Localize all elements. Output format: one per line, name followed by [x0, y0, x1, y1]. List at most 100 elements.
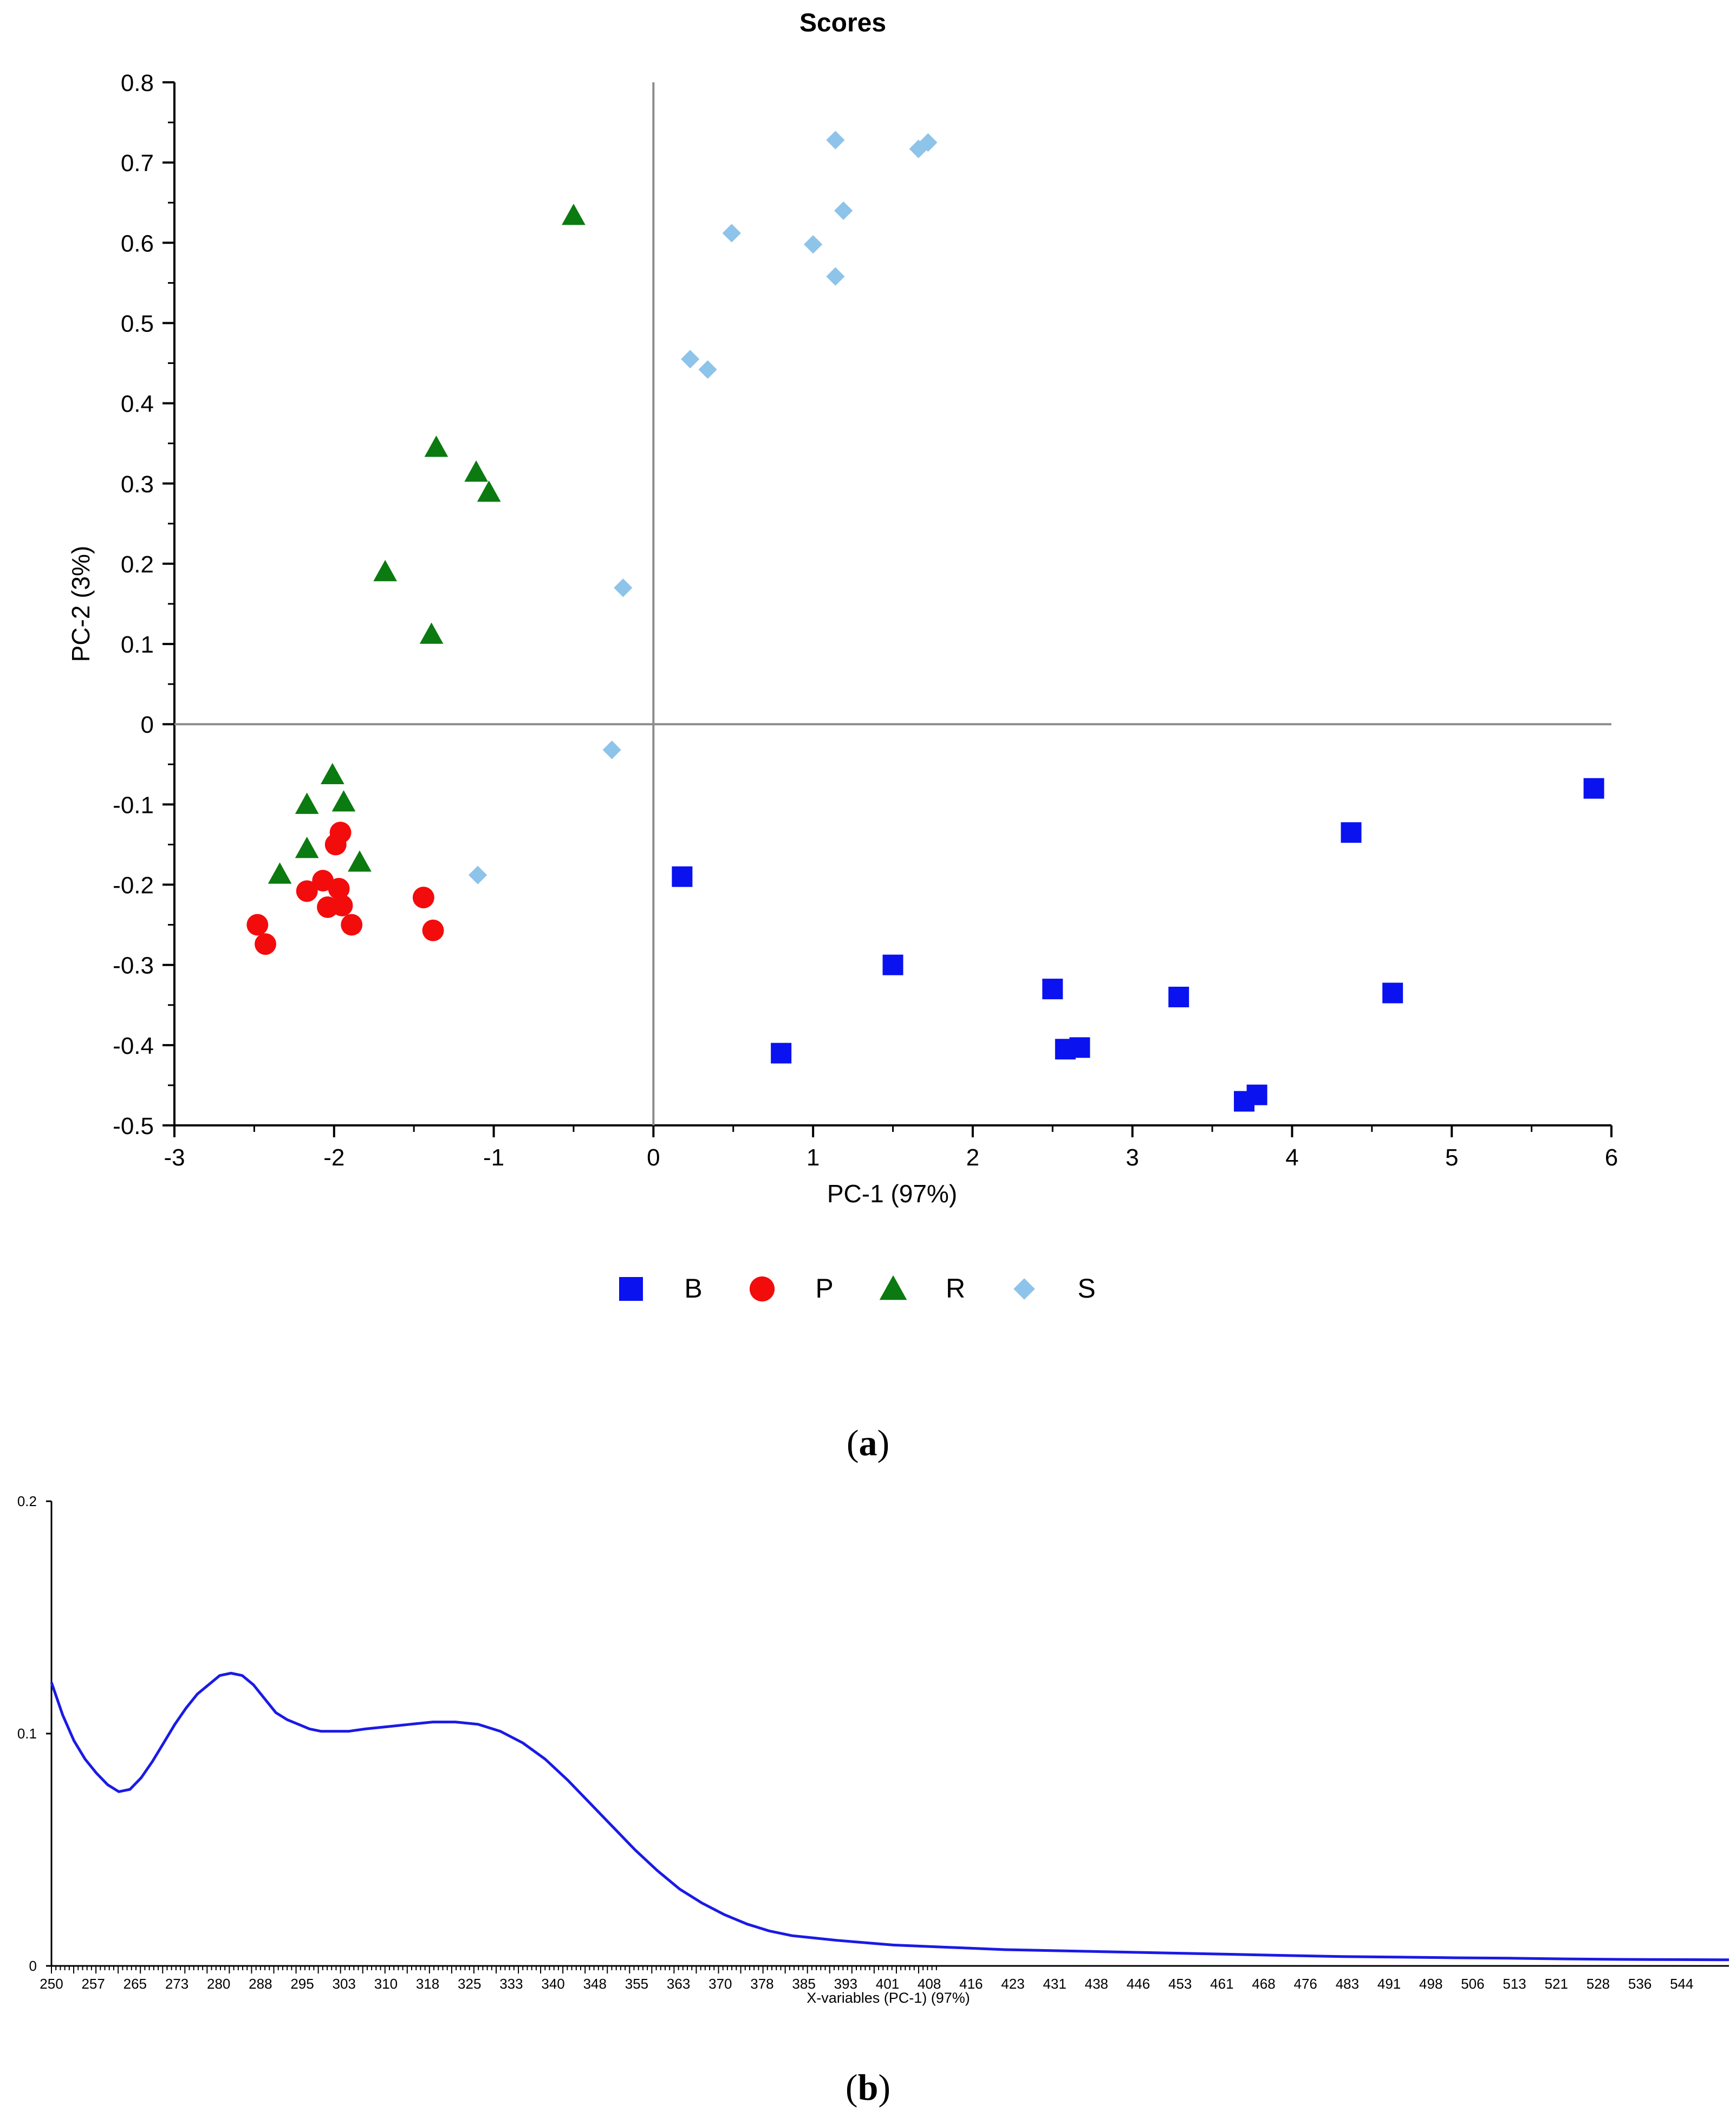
x-tick-label: 431 — [1043, 1976, 1066, 1992]
x-tick-label: 348 — [583, 1976, 607, 1992]
scatter-axes — [162, 81, 1613, 1137]
point-R — [562, 204, 586, 225]
x-tick-label: 3 — [1126, 1144, 1139, 1171]
y-tick-label: -0.3 — [113, 953, 154, 979]
point-B — [672, 866, 693, 887]
x-tick-label: 303 — [333, 1976, 356, 1992]
y-tick-label: -0.1 — [113, 792, 154, 818]
point-S — [681, 350, 700, 369]
point-S — [614, 578, 633, 597]
x-tick-label: 378 — [750, 1976, 773, 1992]
x-tick-label: 363 — [667, 1976, 690, 1992]
x-tick-label: 461 — [1210, 1976, 1233, 1992]
y-tick-label: -0.2 — [113, 872, 154, 899]
scores-scatter-chart: Scores -0.5 -0.4 -0.3 -0.2 -0.1 0 0.1 0.2 0.3 0.4… — [67, 9, 1618, 1304]
line-axes — [46, 1500, 1729, 1973]
x-tick-label: 498 — [1419, 1976, 1442, 1992]
point-S — [919, 133, 938, 152]
x-axis-label: PC-1 (97%) — [827, 1180, 957, 1208]
x-tick-label: -3 — [164, 1144, 185, 1171]
legend-item-S: S — [1013, 1273, 1096, 1304]
x-tick-label: 280 — [207, 1976, 230, 1992]
legend-item-R: R — [879, 1273, 965, 1304]
x-tick-label: 0 — [647, 1144, 660, 1171]
x-tick-label: 340 — [541, 1976, 564, 1992]
chart-title: Scores — [799, 9, 886, 37]
scatter-points — [246, 131, 1604, 1112]
y-tick-label: 0.1 — [121, 631, 154, 658]
x-tick-label: 506 — [1461, 1976, 1484, 1992]
point-S — [826, 267, 845, 286]
point-B — [1583, 778, 1604, 799]
x-tick-label: 310 — [374, 1976, 398, 1992]
y-tick-label: 0.8 — [121, 70, 154, 96]
point-S — [468, 865, 487, 884]
x-tick-label: 1 — [807, 1144, 820, 1171]
point-R — [268, 862, 292, 884]
point-S — [826, 131, 845, 149]
x-tick-label: 446 — [1127, 1976, 1150, 1992]
legend-label-R: R — [946, 1273, 965, 1304]
legend-label-B: B — [684, 1273, 702, 1304]
point-P — [255, 933, 276, 955]
x-tick-label: -2 — [323, 1144, 344, 1171]
point-S — [722, 224, 741, 243]
x-tick-label: 393 — [834, 1976, 857, 1992]
point-P — [422, 920, 444, 941]
point-R — [348, 850, 372, 872]
series-P — [246, 822, 444, 955]
point-R — [424, 435, 448, 457]
legend-marker-S — [1013, 1278, 1035, 1300]
point-R — [331, 790, 356, 812]
point-B — [882, 954, 903, 975]
point-B — [1382, 982, 1403, 1004]
y-tick-label: 0.2 — [121, 551, 154, 578]
x-tick-label: 423 — [1001, 1976, 1024, 1992]
x-tick-label: 288 — [249, 1976, 272, 1992]
point-B — [1246, 1084, 1267, 1105]
panel-label-b: (b) — [845, 2067, 891, 2108]
scatter-tick-labels: -0.5 -0.4 -0.3 -0.2 -0.1 0 0.1 0.2 0.3 0.4 0.5 0.6 0… — [113, 70, 1618, 1171]
point-S — [602, 740, 621, 759]
x-tick-label: 536 — [1628, 1976, 1652, 1992]
x-tick-label: 355 — [625, 1976, 648, 1992]
point-P — [328, 877, 350, 900]
point-R — [295, 837, 319, 858]
series-R — [268, 204, 586, 884]
x-tick-label: 453 — [1168, 1976, 1192, 1992]
x-tick-label: 521 — [1545, 1976, 1568, 1992]
y-axis-label: PC-2 (3%) — [67, 546, 95, 662]
point-B — [1069, 1037, 1090, 1058]
point-P — [246, 914, 269, 936]
point-R — [295, 792, 319, 814]
y-tick-label: 0 — [141, 712, 154, 738]
legend-marker-P — [749, 1276, 775, 1302]
x-tick-label: 385 — [792, 1976, 815, 1992]
point-R — [477, 480, 501, 502]
x-tick-label: -1 — [483, 1144, 504, 1171]
x-tick-label: 318 — [416, 1976, 439, 1992]
point-R — [464, 460, 488, 482]
legend-item-P: P — [749, 1273, 834, 1304]
point-S — [834, 201, 853, 220]
x-tick-label: 401 — [876, 1976, 899, 1992]
loading-line — [50, 1672, 1730, 1962]
x-tick-label: 333 — [499, 1976, 523, 1992]
point-R — [320, 763, 344, 785]
legend-label-P: P — [815, 1273, 833, 1304]
x-tick-label: 476 — [1294, 1976, 1317, 1992]
point-B — [1341, 822, 1362, 843]
y-tick-label: 0.4 — [121, 391, 154, 418]
x-tick-label: 438 — [1085, 1976, 1108, 1992]
x-tick-label: 6 — [1605, 1144, 1618, 1171]
loadings-line-chart: 0 0.1 0.2 250 257 265 273 280 288 295 303 310 318 325… — [17, 1493, 1730, 2006]
point-P — [312, 870, 334, 892]
y-tick-label: -0.4 — [113, 1033, 154, 1059]
legend-label-S: S — [1077, 1273, 1095, 1304]
x-tick-label: 295 — [290, 1976, 314, 1992]
point-R — [373, 559, 397, 582]
series-S — [468, 131, 938, 884]
point-P — [296, 880, 318, 902]
point-B — [1168, 986, 1189, 1007]
point-P — [331, 895, 353, 917]
